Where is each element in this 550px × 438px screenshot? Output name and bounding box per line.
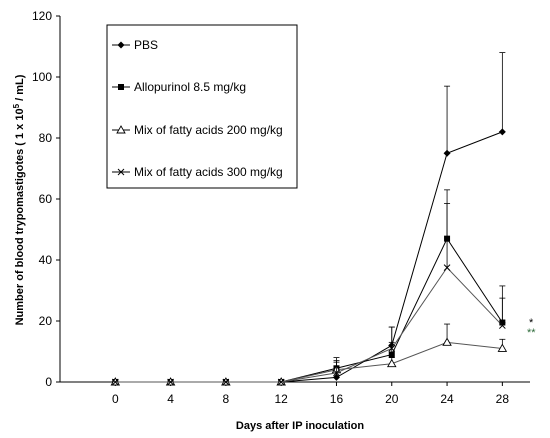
y-axis-title: Number of blood trypomastigotes ( 1 x 10… xyxy=(12,74,27,325)
legend-marker xyxy=(117,168,125,176)
x-marker-stroke xyxy=(498,322,506,329)
x-marker-stroke xyxy=(388,345,396,352)
series-4 xyxy=(111,203,506,386)
x-tick-label: 8 xyxy=(223,392,230,406)
data-point xyxy=(111,378,119,386)
series-group xyxy=(110,52,508,386)
data-point xyxy=(388,345,396,352)
data-point xyxy=(498,322,506,329)
y-tick-label: 40 xyxy=(39,253,53,267)
x-tick-label: 20 xyxy=(385,392,399,406)
x-axis-title: Days after IP inoculation xyxy=(236,420,364,432)
x-tick-label: 12 xyxy=(274,392,288,406)
data-point xyxy=(443,149,451,157)
x-marker-stroke xyxy=(167,378,174,386)
x-marker-stroke xyxy=(443,264,451,271)
data-point xyxy=(497,343,508,352)
data-point xyxy=(277,378,285,386)
y-tick-label: 120 xyxy=(32,9,52,23)
x-tick-label: 16 xyxy=(330,392,344,406)
legend-item-3: Mix of fatty acids 200 mg/kg xyxy=(112,123,283,137)
significance-mark-2: ** xyxy=(527,327,536,339)
series-line xyxy=(115,237,503,383)
y-axis-title-superscript: 5 xyxy=(12,103,21,108)
y-tick-label: 60 xyxy=(39,192,53,206)
legend-label: PBS xyxy=(134,38,158,52)
x-tick-label: 0 xyxy=(112,392,119,406)
legend-marker xyxy=(118,84,124,90)
x-marker-stroke xyxy=(111,378,119,386)
x-tick-label: 28 xyxy=(496,392,510,406)
legend-marker xyxy=(116,125,126,134)
y-tick-label: 20 xyxy=(39,314,53,328)
series-2 xyxy=(112,189,506,385)
x-marker-stroke xyxy=(117,168,125,176)
y-axis-ticks: 0 20 40 60 80 100 120 xyxy=(32,9,60,389)
data-point xyxy=(222,378,230,386)
series-3 xyxy=(110,323,508,386)
legend-marker xyxy=(117,41,125,49)
data-point xyxy=(386,358,397,368)
data-point xyxy=(332,373,340,381)
x-tick-label: 4 xyxy=(167,392,174,406)
significance-annotations: * ** xyxy=(527,317,536,339)
legend-label: Mix of fatty acids 200 mg/kg xyxy=(134,123,283,137)
series-line xyxy=(115,341,503,383)
legend-item-1: PBS xyxy=(112,38,158,52)
x-marker-stroke xyxy=(277,378,285,386)
y-tick-label: 80 xyxy=(39,131,53,145)
significance-mark-1: * xyxy=(529,317,534,329)
data-point xyxy=(333,369,340,377)
y-axis-title-end: / mL) xyxy=(14,74,26,104)
legend: PBS Allopurinol 8.5 mg/kg Mix of fatty aci… xyxy=(106,24,298,189)
x-marker-stroke xyxy=(333,369,340,377)
legend-label: Mix of fatty acids 300 mg/kg xyxy=(134,165,283,179)
y-tick-label: 0 xyxy=(45,375,52,389)
y-axis-title-main: Number of blood trypomastigotes ( 1 x 10 xyxy=(14,108,26,325)
x-tick-label: 24 xyxy=(440,392,454,406)
x-axis-ticks: 0 4 8 12 16 20 24 28 xyxy=(112,382,509,406)
legend-box xyxy=(106,24,298,189)
x-marker-stroke xyxy=(222,378,230,386)
data-point xyxy=(443,264,451,271)
data-point xyxy=(167,378,174,386)
legend-item-4: Mix of fatty acids 300 mg/kg xyxy=(112,165,283,179)
data-point xyxy=(498,128,506,136)
data-point xyxy=(442,337,452,346)
legend-item-2: Allopurinol 8.5 mg/kg xyxy=(112,80,246,94)
y-tick-label: 100 xyxy=(32,70,52,84)
legend-label: Allopurinol 8.5 mg/kg xyxy=(134,80,246,94)
data-point xyxy=(388,351,395,358)
series-line xyxy=(115,266,503,383)
